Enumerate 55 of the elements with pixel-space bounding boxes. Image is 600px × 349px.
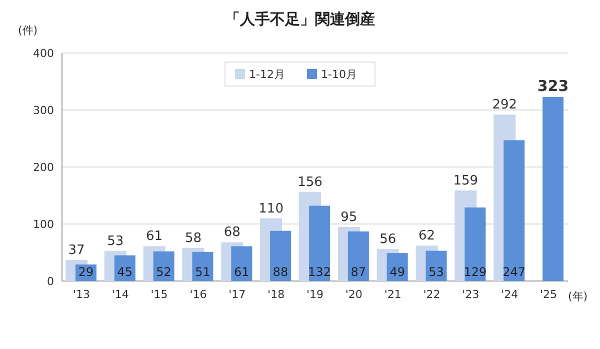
- bar: [231, 246, 252, 281]
- data-label: 58: [184, 230, 202, 246]
- data-label: 62: [418, 228, 436, 244]
- x-tick-label: '25: [540, 288, 558, 301]
- y-tick-label: 100: [33, 218, 54, 231]
- y-tick-label: 300: [33, 104, 54, 117]
- x-tick-label: '19: [306, 288, 324, 301]
- x-tick-label: '24: [501, 288, 518, 301]
- x-tick-label: '14: [112, 288, 129, 301]
- x-tick-label: '22: [423, 288, 440, 301]
- x-tick-label: '18: [268, 288, 285, 301]
- data-label: 45: [117, 265, 133, 279]
- x-tick-label: '15: [150, 288, 168, 301]
- data-label: 132: [308, 265, 331, 279]
- data-label: 37: [68, 242, 85, 258]
- data-label: 87: [350, 265, 366, 279]
- bar: [192, 252, 214, 281]
- data-label: 49: [390, 265, 405, 279]
- data-label: 61: [146, 229, 163, 244]
- data-label: 156: [298, 175, 322, 190]
- y-tick-label: 200: [33, 161, 54, 174]
- data-label: 68: [224, 225, 240, 240]
- data-label: 292: [492, 98, 518, 113]
- data-label: 159: [453, 173, 478, 188]
- data-label: 95: [340, 210, 358, 225]
- x-tick-label: '16: [190, 288, 207, 301]
- x-tick-label: '21: [384, 288, 402, 301]
- bar: [309, 206, 330, 281]
- x-tick-label: '23: [462, 288, 480, 301]
- legend-label: 1-10月: [321, 68, 357, 81]
- bar: [542, 96, 564, 281]
- bar: [348, 231, 369, 281]
- bar: [153, 251, 174, 281]
- bar: [504, 140, 525, 281]
- x-tick-label: '17: [228, 288, 246, 301]
- data-label: 88: [272, 265, 288, 279]
- data-label: 51: [195, 265, 210, 279]
- x-axis-title: (年): [568, 290, 588, 303]
- y-tick-label: 0: [47, 275, 54, 288]
- x-tick-label: '20: [345, 288, 362, 301]
- data-label: 29: [78, 265, 94, 279]
- data-label: 323: [537, 76, 569, 95]
- data-label: 53: [428, 265, 444, 279]
- data-label: 247: [502, 265, 526, 279]
- data-label: 52: [156, 265, 172, 279]
- bar: [270, 230, 292, 281]
- data-label: 61: [234, 265, 250, 279]
- data-label: 53: [107, 234, 124, 249]
- y-axis-title: (件): [18, 24, 38, 37]
- y-tick-label: 400: [33, 47, 54, 60]
- data-label: 56: [380, 232, 396, 248]
- legend-label: 1-12月: [249, 68, 285, 81]
- x-tick-label: '13: [72, 288, 90, 301]
- chart-title: 「人手不足」関連倒産: [225, 10, 375, 28]
- data-label: 110: [258, 201, 284, 216]
